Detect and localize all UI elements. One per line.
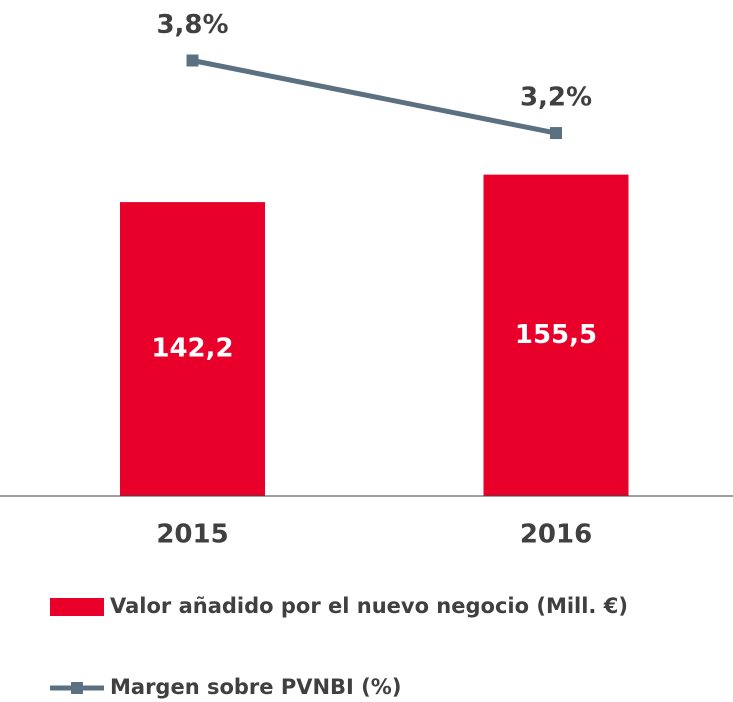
line <box>192 58 557 136</box>
bar-value-label: 142,2 <box>151 334 233 364</box>
line-value-label: 3,2% <box>520 83 592 113</box>
bar <box>120 202 265 496</box>
bar <box>483 174 629 496</box>
line-marker <box>186 54 199 67</box>
line-value-label: 3,8% <box>156 10 228 40</box>
legend-label: Margen sobre PVNBI (%) <box>110 675 401 699</box>
line-marker <box>550 127 562 140</box>
x-tick-label: 2016 <box>520 520 592 550</box>
legend-swatch <box>50 598 104 616</box>
legend-label: Valor añadido por el nuevo negocio (Mill… <box>110 594 628 618</box>
x-tick-label: 2015 <box>156 520 228 550</box>
bar-value-label: 155,5 <box>515 320 597 350</box>
legend-swatch <box>71 682 83 694</box>
